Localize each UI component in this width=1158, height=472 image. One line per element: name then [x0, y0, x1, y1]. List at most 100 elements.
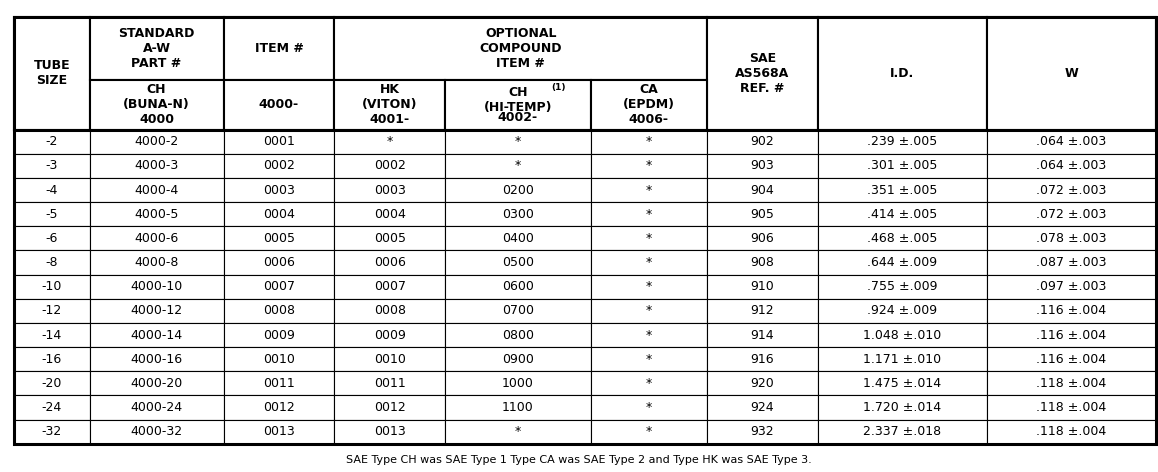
Bar	[987, 226, 1156, 251]
Text: 912: 912	[750, 304, 775, 317]
Bar	[987, 323, 1156, 347]
Bar	[335, 226, 445, 251]
Bar	[335, 323, 445, 347]
Text: I.D.: I.D.	[891, 67, 915, 80]
Text: 4000-32: 4000-32	[131, 425, 183, 438]
Bar	[591, 420, 708, 444]
Bar	[445, 275, 591, 299]
Bar	[14, 130, 89, 154]
Bar	[708, 275, 818, 299]
Text: TUBE
SIZE: TUBE SIZE	[34, 59, 71, 87]
Text: -32: -32	[42, 425, 61, 438]
Text: -2: -2	[45, 135, 58, 148]
Bar	[335, 80, 445, 130]
Text: 1000: 1000	[501, 377, 534, 390]
Bar	[818, 178, 987, 202]
Bar	[223, 251, 335, 275]
Bar	[987, 299, 1156, 323]
Text: 0006: 0006	[263, 256, 295, 269]
Bar	[818, 323, 987, 347]
Bar	[818, 17, 987, 130]
Text: 0005: 0005	[374, 232, 405, 245]
Bar	[223, 80, 335, 130]
Bar	[14, 17, 89, 130]
Bar	[335, 251, 445, 275]
Bar	[818, 299, 987, 323]
Bar	[591, 80, 708, 130]
Text: -14: -14	[42, 329, 61, 342]
Text: -20: -20	[42, 377, 61, 390]
Bar	[89, 154, 223, 178]
Text: *: *	[646, 232, 652, 245]
Bar	[89, 17, 223, 80]
Bar	[708, 251, 818, 275]
Bar	[818, 226, 987, 251]
Bar	[591, 299, 708, 323]
Text: 0600: 0600	[501, 280, 534, 293]
Text: 0011: 0011	[374, 377, 405, 390]
Text: 0004: 0004	[263, 208, 295, 221]
Text: 903: 903	[750, 160, 775, 172]
Text: 0013: 0013	[263, 425, 295, 438]
Bar	[223, 202, 335, 226]
Bar	[14, 178, 89, 202]
Bar	[708, 178, 818, 202]
Text: .118 ±.004: .118 ±.004	[1036, 401, 1106, 414]
Bar	[591, 275, 708, 299]
Bar	[708, 323, 818, 347]
Text: 4000-: 4000-	[259, 98, 299, 111]
Bar	[987, 420, 1156, 444]
Bar	[708, 347, 818, 371]
Bar	[89, 80, 223, 130]
Text: CH
(HI-TEMP): CH (HI-TEMP)	[484, 86, 552, 114]
Text: W: W	[1064, 67, 1078, 80]
Text: SAE
AS568A
REF. #: SAE AS568A REF. #	[735, 51, 790, 94]
Text: .116 ±.004: .116 ±.004	[1036, 329, 1106, 342]
Bar	[335, 154, 445, 178]
Bar	[987, 347, 1156, 371]
Text: 0009: 0009	[263, 329, 295, 342]
Bar	[14, 420, 89, 444]
Text: 0400: 0400	[501, 232, 534, 245]
Text: .301 ±.005: .301 ±.005	[867, 160, 938, 172]
Text: 4000-24: 4000-24	[131, 401, 183, 414]
Text: .116 ±.004: .116 ±.004	[1036, 304, 1106, 317]
Bar	[445, 323, 591, 347]
Bar	[591, 347, 708, 371]
Text: *: *	[646, 425, 652, 438]
Bar	[445, 420, 591, 444]
Bar	[89, 323, 223, 347]
Bar	[708, 226, 818, 251]
Text: .755 ±.009: .755 ±.009	[867, 280, 938, 293]
Text: .239 ±.005: .239 ±.005	[867, 135, 938, 148]
Bar	[335, 275, 445, 299]
Text: 906: 906	[750, 232, 775, 245]
Text: .644 ±.009: .644 ±.009	[867, 256, 937, 269]
Text: 0012: 0012	[374, 401, 405, 414]
Bar	[14, 371, 89, 396]
Text: 0800: 0800	[501, 329, 534, 342]
Bar	[987, 396, 1156, 420]
Text: .072 ±.003: .072 ±.003	[1036, 208, 1106, 221]
Text: *: *	[646, 208, 652, 221]
Bar	[89, 371, 223, 396]
Bar	[335, 347, 445, 371]
Bar	[445, 130, 591, 154]
Bar	[445, 80, 591, 130]
Text: 920: 920	[750, 377, 775, 390]
Bar	[818, 202, 987, 226]
Text: -3: -3	[45, 160, 58, 172]
Bar	[14, 275, 89, 299]
Text: 4000-2: 4000-2	[134, 135, 178, 148]
Bar	[591, 178, 708, 202]
Bar	[14, 299, 89, 323]
Bar	[89, 275, 223, 299]
Bar	[591, 202, 708, 226]
Text: 4000-20: 4000-20	[131, 377, 183, 390]
Bar	[223, 130, 335, 154]
Bar	[445, 299, 591, 323]
Text: 0009: 0009	[374, 329, 405, 342]
Text: 0700: 0700	[501, 304, 534, 317]
Text: .064 ±.003: .064 ±.003	[1036, 135, 1106, 148]
Bar	[591, 323, 708, 347]
